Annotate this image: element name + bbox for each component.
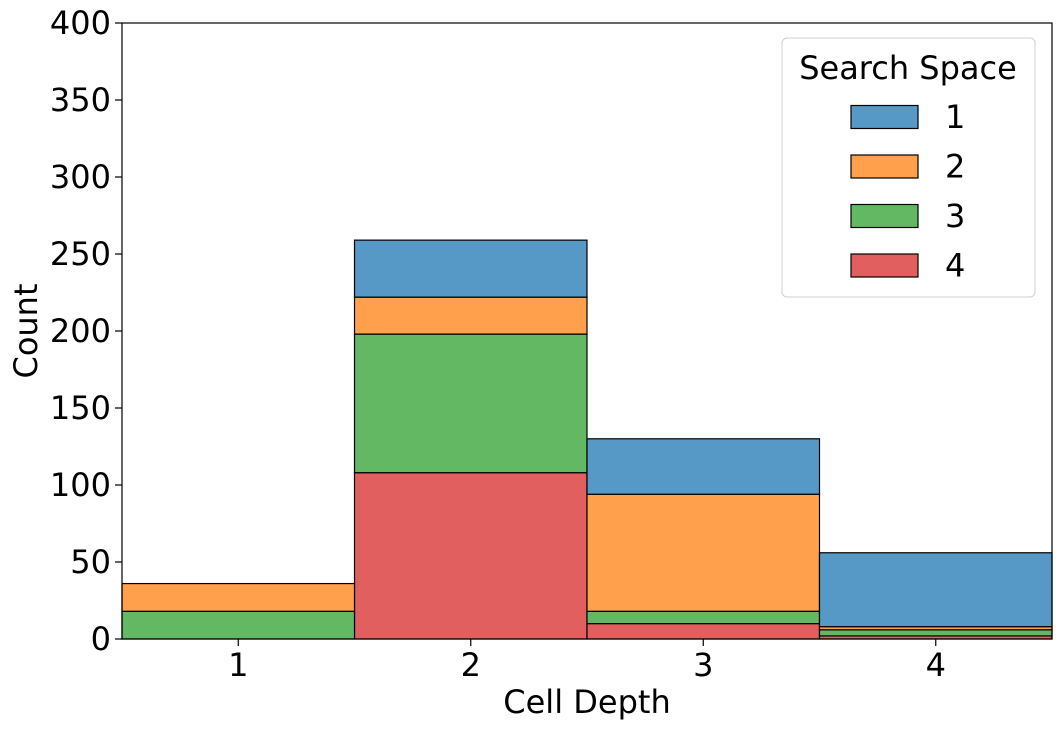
y-tick-label: 300 (50, 158, 111, 196)
bar-segment (121, 582, 356, 612)
y-axis: 0 50 100 150 200 250 300 350 400 (50, 4, 122, 658)
legend: Search Space 1 2 3 4 (781, 37, 1036, 298)
y-tick-label: 400 (50, 4, 111, 42)
x-tick-label: 4 (926, 646, 946, 684)
legend-swatch (850, 203, 919, 229)
legend-label: 2 (945, 148, 965, 186)
x-tick-label: 2 (461, 646, 481, 684)
x-tick-label: 3 (693, 646, 713, 684)
legend-items: 1 2 3 4 (850, 98, 965, 285)
y-tick-label: 200 (50, 312, 111, 350)
legend-swatch (850, 154, 919, 179)
legend-label: 4 (945, 247, 965, 285)
bar-segment (353, 333, 588, 474)
bar-segment (818, 552, 1053, 628)
bar-segment (353, 472, 588, 640)
bar-segment (586, 438, 821, 495)
bar-segment (586, 610, 821, 625)
x-axis: 1 2 3 4 (228, 639, 946, 684)
y-tick-label: 150 (50, 389, 111, 427)
bar-segment (586, 493, 821, 612)
y-tick-label: 0 (91, 620, 111, 658)
legend-swatch (850, 253, 919, 278)
bar-segment (353, 239, 588, 298)
y-axis-label: Count (7, 283, 45, 378)
x-tick-label: 1 (228, 646, 248, 684)
bars-layer (121, 239, 1053, 640)
y-tick-label: 100 (50, 466, 111, 504)
bar-segment (353, 296, 588, 335)
y-tick-label: 250 (50, 235, 111, 273)
legend-title: Search Space (799, 49, 1017, 87)
bar-segment (121, 610, 356, 640)
x-axis-label: Cell Depth (503, 683, 670, 721)
bar-segment (586, 622, 821, 640)
bar-segment (818, 629, 1053, 637)
legend-swatch (850, 104, 919, 130)
legend-label: 3 (945, 197, 965, 235)
legend-label: 1 (945, 98, 965, 136)
y-tick-label: 50 (70, 543, 111, 581)
y-tick-label: 350 (50, 81, 111, 119)
